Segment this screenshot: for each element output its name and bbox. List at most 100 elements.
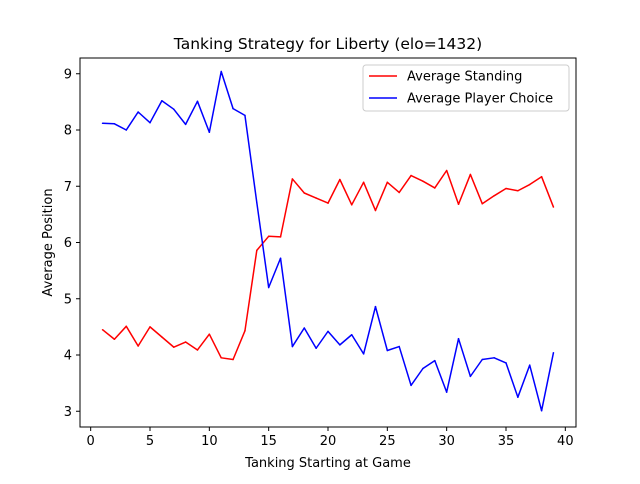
data-point-average-player-choice bbox=[315, 347, 317, 349]
data-point-average-standing bbox=[410, 174, 412, 177]
data-point-average-player-choice bbox=[410, 384, 412, 387]
x-tick-label: 5 bbox=[146, 434, 154, 449]
data-point-average-standing bbox=[528, 183, 531, 186]
x-axis-label: Tanking Starting at Game bbox=[244, 456, 411, 471]
data-point-average-player-choice bbox=[172, 108, 175, 110]
data-point-average-player-choice bbox=[445, 391, 448, 393]
data-point-average-standing bbox=[327, 202, 329, 204]
y-tick-label: 6 bbox=[64, 236, 72, 251]
data-point-average-standing bbox=[279, 236, 282, 238]
x-tick-label: 10 bbox=[201, 434, 218, 449]
data-point-average-standing bbox=[125, 325, 128, 328]
legend-label-average-standing: Average Standing bbox=[407, 70, 522, 85]
data-point-average-standing bbox=[339, 178, 341, 181]
data-point-average-standing bbox=[161, 336, 163, 338]
legend-label-average-player-choice: Average Player Choice bbox=[407, 92, 553, 107]
x-tick-label: 20 bbox=[320, 434, 337, 449]
data-point-average-standing bbox=[267, 235, 270, 238]
data-point-average-standing bbox=[113, 338, 116, 340]
data-point-average-standing bbox=[291, 178, 294, 180]
y-axis-label: Average Position bbox=[41, 188, 56, 296]
y-tick-label: 8 bbox=[64, 124, 72, 139]
data-point-average-standing bbox=[244, 330, 246, 332]
data-point-average-standing bbox=[362, 181, 365, 184]
data-point-average-standing bbox=[232, 358, 234, 361]
data-point-average-player-choice bbox=[505, 362, 507, 364]
x-tick-label: 40 bbox=[557, 434, 574, 449]
data-point-average-player-choice bbox=[327, 330, 329, 333]
data-point-average-player-choice bbox=[339, 344, 341, 346]
x-tick-label: 0 bbox=[87, 434, 95, 449]
data-point-average-player-choice bbox=[457, 337, 460, 340]
chart-title: Tanking Strategy for Liberty (elo=1432) bbox=[173, 35, 482, 53]
data-point-average-standing bbox=[137, 345, 139, 347]
data-point-average-standing bbox=[386, 181, 389, 184]
data-point-average-standing bbox=[184, 341, 187, 343]
data-point-average-standing bbox=[422, 180, 424, 182]
data-point-average-standing bbox=[469, 173, 472, 176]
data-point-average-player-choice bbox=[552, 352, 555, 354]
data-point-average-standing bbox=[101, 328, 104, 331]
data-point-average-player-choice bbox=[232, 107, 234, 110]
data-point-average-player-choice bbox=[434, 359, 436, 362]
x-axis: 0 5 10 15 20 25 30 35 40 bbox=[87, 427, 574, 449]
data-point-average-player-choice bbox=[161, 100, 163, 102]
x-tick-label: 30 bbox=[438, 434, 455, 449]
data-point-average-standing bbox=[457, 203, 460, 205]
x-tick-label: 25 bbox=[379, 434, 396, 449]
y-tick-label: 3 bbox=[64, 405, 72, 420]
data-point-average-standing bbox=[315, 197, 317, 199]
data-point-average-standing bbox=[172, 346, 175, 348]
data-point-average-standing bbox=[208, 333, 211, 335]
data-point-average-player-choice bbox=[374, 305, 377, 308]
data-point-average-player-choice bbox=[386, 349, 389, 352]
y-tick-label: 9 bbox=[64, 67, 72, 82]
data-point-average-player-choice bbox=[350, 334, 353, 336]
data-point-average-player-choice bbox=[493, 357, 495, 359]
data-point-average-player-choice bbox=[208, 131, 211, 133]
data-point-average-player-choice bbox=[256, 201, 258, 204]
data-point-average-standing bbox=[196, 349, 199, 351]
data-point-average-player-choice bbox=[303, 327, 306, 329]
data-point-average-player-choice bbox=[184, 123, 187, 126]
data-point-average-player-choice bbox=[149, 121, 151, 124]
data-point-average-standing bbox=[445, 169, 448, 172]
data-point-average-standing bbox=[398, 191, 400, 194]
data-point-average-player-choice bbox=[528, 364, 531, 366]
data-point-average-player-choice bbox=[267, 286, 270, 289]
data-point-average-player-choice bbox=[517, 396, 519, 398]
data-point-average-player-choice bbox=[469, 375, 472, 378]
data-point-average-standing bbox=[220, 357, 222, 359]
data-point-average-standing bbox=[350, 204, 353, 206]
data-point-average-standing bbox=[505, 187, 507, 190]
data-point-average-standing bbox=[481, 202, 484, 205]
data-point-average-player-choice bbox=[481, 358, 484, 361]
data-point-average-standing bbox=[540, 175, 543, 178]
y-tick-label: 5 bbox=[64, 292, 72, 307]
data-point-average-standing bbox=[517, 190, 519, 192]
data-point-average-standing bbox=[552, 206, 555, 208]
data-point-average-standing bbox=[434, 187, 436, 189]
series-layer bbox=[101, 70, 555, 412]
data-point-average-player-choice bbox=[398, 345, 400, 348]
data-point-average-standing bbox=[493, 195, 495, 197]
data-point-average-player-choice bbox=[137, 111, 139, 113]
data-point-average-player-choice bbox=[125, 129, 128, 131]
data-point-average-player-choice bbox=[422, 367, 424, 370]
y-tick-label: 7 bbox=[64, 180, 72, 195]
data-point-average-player-choice bbox=[113, 123, 116, 125]
data-point-average-player-choice bbox=[220, 70, 222, 73]
data-point-average-standing bbox=[149, 326, 151, 328]
data-point-average-player-choice bbox=[291, 345, 294, 348]
data-point-average-standing bbox=[256, 249, 258, 252]
data-point-average-player-choice bbox=[196, 100, 199, 103]
data-point-average-player-choice bbox=[244, 114, 246, 117]
data-point-average-standing bbox=[374, 209, 377, 212]
data-point-average-player-choice bbox=[101, 122, 104, 124]
data-point-average-player-choice bbox=[540, 409, 543, 412]
data-point-average-player-choice bbox=[279, 257, 282, 259]
y-tick-label: 4 bbox=[64, 349, 72, 364]
data-point-average-standing bbox=[303, 192, 306, 194]
legend-box bbox=[362, 64, 570, 112]
x-tick-label: 35 bbox=[498, 434, 515, 449]
